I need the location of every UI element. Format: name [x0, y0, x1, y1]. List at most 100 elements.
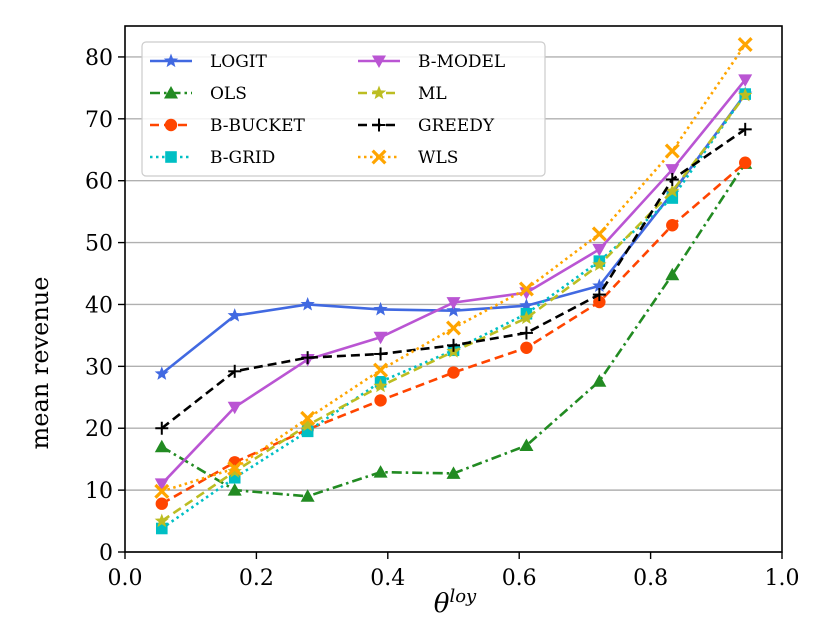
- data-point-b-model: [227, 401, 242, 415]
- data-point-b-grid: [666, 192, 679, 204]
- y-tick-label: 10: [85, 479, 113, 504]
- data-point-logit: [446, 303, 461, 317]
- x-axis-label: θloy: [434, 586, 477, 619]
- data-point-ols: [154, 439, 169, 453]
- y-axis-label: mean revenue: [26, 277, 54, 450]
- series-layer: [154, 37, 753, 535]
- x-tick-label: 0.4: [370, 566, 405, 591]
- data-point-b-bucket: [374, 394, 387, 407]
- y-tick-label: 20: [85, 417, 113, 442]
- data-point-ml: [227, 464, 242, 478]
- series-wls: [154, 37, 753, 499]
- data-point-greedy: [301, 351, 315, 365]
- y-tick-label: 80: [85, 46, 113, 71]
- legend-label: GREEDY: [418, 116, 495, 136]
- data-point-wls: [737, 37, 753, 53]
- data-point-greedy: [228, 364, 242, 378]
- legend-marker-b-bucket: [164, 118, 178, 132]
- legend-marker-wls: [371, 149, 387, 165]
- data-point-b-model: [446, 297, 461, 310]
- legend-item-greedy: GREEDY: [358, 116, 495, 136]
- data-point-ols: [592, 374, 607, 387]
- legend-marker-ml: [371, 85, 387, 100]
- data-point-ml: [665, 183, 680, 198]
- x-tick-label: 0.2: [239, 566, 274, 591]
- data-point-ml: [300, 417, 315, 432]
- data-point-ols: [446, 466, 461, 479]
- data-point-ols: [227, 483, 242, 496]
- x-tick-label: 0.6: [502, 566, 537, 591]
- legend-box: [141, 41, 546, 177]
- data-point-wls: [518, 281, 534, 297]
- series-greedy: [155, 122, 752, 435]
- data-point-ml: [373, 378, 388, 393]
- legend-item-b-bucket: B-BUCKET: [150, 116, 305, 136]
- legend-marker-b-grid: [165, 151, 177, 163]
- legend-label: B-MODEL: [418, 52, 505, 72]
- legend-marker-b-model: [372, 55, 386, 68]
- data-point-logit: [373, 301, 388, 316]
- y-tick-label: 70: [85, 108, 113, 133]
- data-point-b-bucket: [155, 497, 168, 510]
- data-point-b-bucket: [593, 295, 606, 309]
- data-point-b-model: [592, 243, 607, 257]
- legend: LOGIT OLS B-BUCKET B-GRID B-MODEL ML GREEDY WLS: [141, 41, 546, 177]
- data-point-greedy: [738, 122, 752, 136]
- legend-item-ml: ML: [358, 84, 447, 104]
- plot-frame: [124, 25, 783, 553]
- legend-marker-logit: [163, 53, 179, 68]
- legend-item-ols: OLS: [150, 84, 247, 104]
- data-point-logit: [592, 278, 607, 292]
- x-tick-label: 0.8: [633, 566, 668, 591]
- data-point-b-model: [154, 478, 169, 491]
- legend-marker-ols: [164, 86, 178, 99]
- legend-label: B-BUCKET: [210, 116, 305, 136]
- data-point-b-bucket: [447, 366, 460, 379]
- x-tick-label: 0.0: [108, 566, 143, 591]
- data-point-logit: [227, 308, 242, 322]
- y-tick-label: 60: [85, 170, 113, 195]
- y-tick-label: 50: [85, 232, 113, 257]
- data-point-greedy: [155, 421, 169, 435]
- data-point-greedy: [519, 326, 533, 340]
- data-point-logit: [519, 298, 534, 312]
- legend-label: OLS: [210, 84, 247, 104]
- data-point-greedy: [592, 288, 606, 302]
- data-point-ols: [665, 267, 680, 281]
- data-point-wls: [373, 362, 389, 378]
- legend-item-b-model: B-MODEL: [358, 52, 505, 72]
- data-point-b-grid: [155, 522, 168, 535]
- data-point-b-bucket: [666, 219, 679, 232]
- legend-item-b-grid: B-GRID: [150, 148, 275, 168]
- x-tick-label: 1.0: [765, 566, 800, 591]
- x-axis-label-symbol: θ: [434, 589, 450, 619]
- data-point-ml: [154, 513, 169, 528]
- data-point-wls: [154, 483, 170, 499]
- y-tick-label: 0: [99, 541, 113, 566]
- legend-item-logit: LOGIT: [150, 52, 268, 72]
- data-point-ml: [519, 310, 534, 325]
- data-point-b-model: [373, 331, 388, 345]
- data-point-wls: [227, 460, 243, 476]
- legend-label: LOGIT: [210, 52, 268, 72]
- data-point-greedy: [665, 172, 679, 186]
- series-line-b-bucket: [161, 161, 747, 505]
- data-point-b-grid: [228, 471, 241, 484]
- data-point-b-model: [665, 164, 680, 177]
- data-point-logit: [300, 296, 315, 311]
- data-point-greedy: [374, 347, 388, 361]
- data-point-b-bucket: [520, 341, 533, 354]
- data-point-wls: [591, 226, 607, 242]
- data-point-ols: [373, 465, 388, 478]
- data-point-ml: [738, 87, 753, 102]
- data-point-greedy: [447, 338, 460, 352]
- legend-label: WLS: [418, 148, 458, 168]
- series-b-bucket: [155, 156, 752, 510]
- y-tick-label: 30: [85, 355, 113, 380]
- data-point-ols: [300, 489, 315, 502]
- data-point-wls: [300, 410, 316, 426]
- legend-marker-greedy: [372, 118, 386, 132]
- legend-label: B-GRID: [210, 148, 275, 168]
